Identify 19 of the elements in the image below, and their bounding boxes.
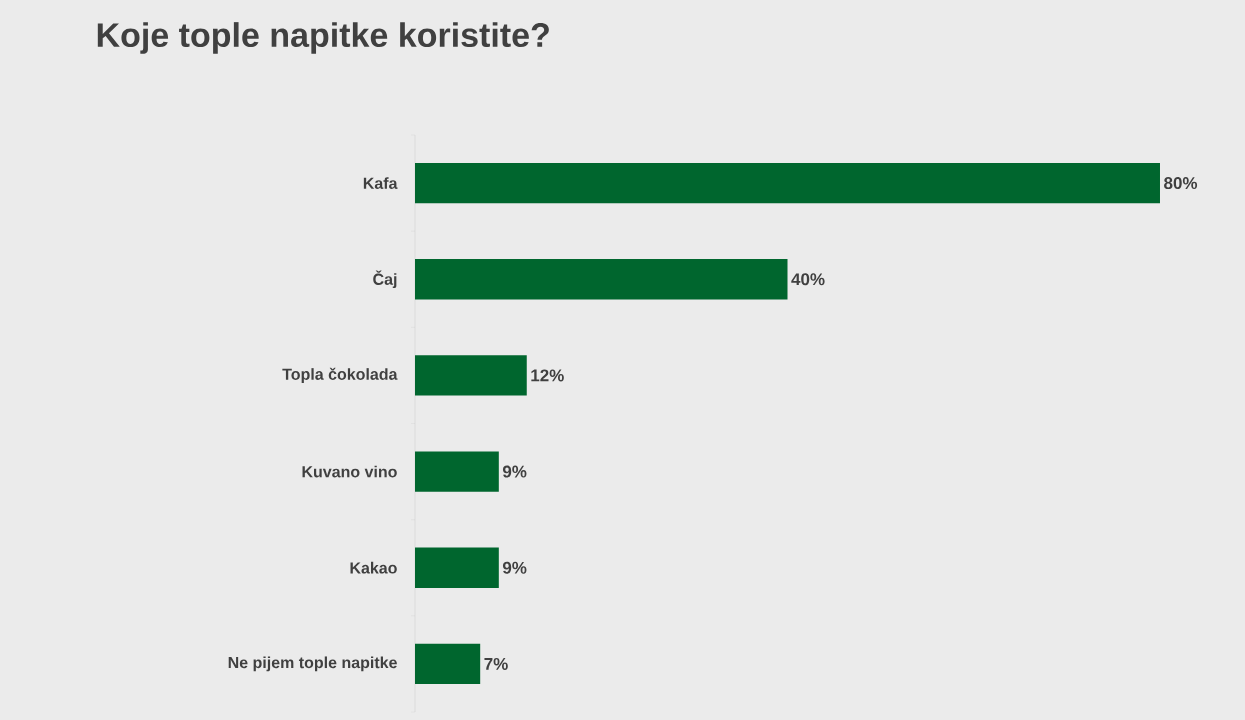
y-tick-label: Čaj (373, 270, 397, 289)
chart-title: Koje tople napitke koristite? (97, 22, 549, 54)
data-label: 9% (502, 465, 527, 478)
y-tick-label: Kafa (363, 177, 398, 189)
data-label: 7% (484, 657, 508, 670)
bar (415, 259, 788, 300)
data-label: 40% (791, 273, 825, 286)
bar (415, 162, 1160, 204)
bar (415, 547, 499, 588)
data-label: 80% (1164, 177, 1198, 190)
data-label: 9% (502, 561, 527, 574)
bar (415, 355, 527, 396)
y-tick-label: Kakao (350, 561, 397, 574)
data-label: 12% (531, 369, 564, 382)
bar (415, 643, 481, 685)
y-tick-label: Topla čokolada (282, 367, 398, 384)
y-tick-label: Ne pijem tople napitke (228, 656, 397, 672)
bar (415, 451, 499, 492)
y-tick-label: Kuvano vino (302, 465, 397, 478)
